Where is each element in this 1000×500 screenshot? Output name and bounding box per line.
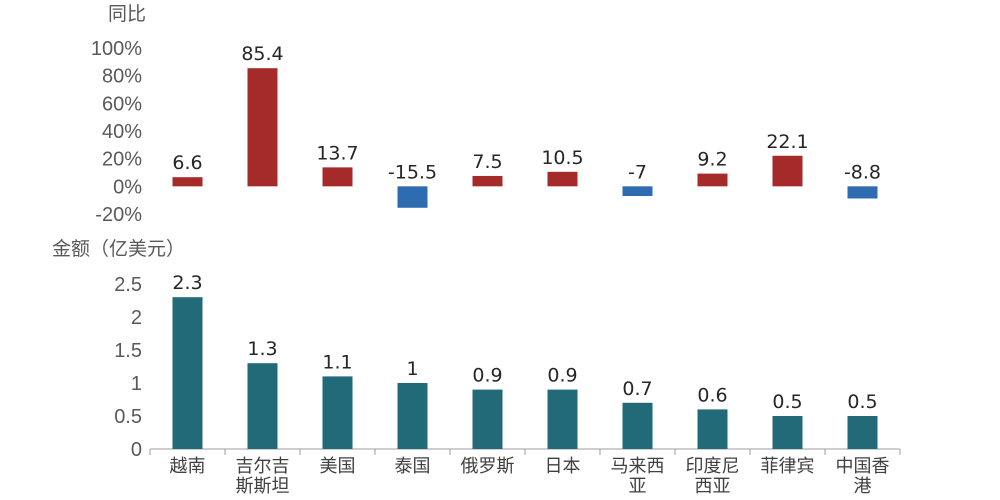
category-label: 吉尔吉斯斯坦 <box>236 456 290 497</box>
amount-bar <box>772 416 803 449</box>
yoy-data-label: -7 <box>628 161 647 183</box>
yoy-bar <box>172 177 203 187</box>
amount-data-label: 0.9 <box>472 365 502 387</box>
bottom-y-tick-label: 1 <box>131 373 142 395</box>
yoy-bar <box>697 173 728 187</box>
yoy-data-label: 6.6 <box>172 152 202 174</box>
amount-bar <box>247 363 278 449</box>
yoy-bar <box>847 186 878 199</box>
amount-data-label: 1.3 <box>247 338 277 360</box>
category-label: 泰国 <box>395 456 431 477</box>
yoy-data-label: 22.1 <box>766 131 808 153</box>
bottom-y-tick-label: 2.5 <box>114 274 142 296</box>
amount-bar <box>547 389 578 449</box>
yoy-bar <box>247 68 278 187</box>
category-label: 马来西亚 <box>611 456 665 497</box>
top-y-tick-label: 40% <box>102 121 142 143</box>
amount-bar <box>472 389 503 449</box>
amount-bar <box>697 409 728 449</box>
amount-data-label: 0.7 <box>622 378 652 400</box>
amount-data-label: 0.9 <box>547 365 577 387</box>
yoy-data-label: 85.4 <box>241 43 283 65</box>
top-y-tick-label: 20% <box>102 149 142 171</box>
top-y-tick-label: -20% <box>95 204 142 226</box>
amount-bar <box>622 402 653 449</box>
bottom-chart-ylabel: 金额（亿美元） <box>52 238 185 260</box>
amount-bar <box>397 383 428 449</box>
bottom-y-tick-label: 1.5 <box>114 340 142 362</box>
yoy-bar <box>322 167 353 187</box>
amount-data-label: 0.5 <box>847 391 877 413</box>
yoy-data-label: 9.2 <box>697 149 727 171</box>
category-label: 美国 <box>320 456 356 477</box>
yoy-data-label: 10.5 <box>541 147 583 169</box>
category-label: 印度尼西亚 <box>686 456 740 497</box>
yoy-data-label: 13.7 <box>316 142 358 164</box>
category-label: 菲律宾 <box>761 456 815 477</box>
amount-bar <box>847 416 878 449</box>
category-label: 中国香港 <box>836 456 890 497</box>
bottom-y-tick-label: 2 <box>131 307 142 329</box>
yoy-bar <box>472 175 503 187</box>
top-y-tick-label: 0% <box>113 176 142 198</box>
yoy-bar <box>622 186 653 197</box>
yoy-chart: 100% 80% 60% 40% 20% 0% -20% 6.6 85.4 13.7 -15.5 7.… <box>91 38 881 226</box>
amount-data-label: 1 <box>406 358 418 380</box>
top-y-tick-label: 80% <box>102 66 142 88</box>
yoy-bar <box>397 186 428 208</box>
amount-data-label: 2.3 <box>172 272 202 294</box>
yoy-bar <box>772 155 803 187</box>
category-label: 俄罗斯 <box>461 456 515 477</box>
amount-bar <box>172 297 203 449</box>
yoy-data-label: -15.5 <box>388 161 437 183</box>
top-chart-ylabel: 同比 <box>108 3 146 25</box>
category-label: 日本 <box>545 456 581 477</box>
top-y-tick-label: 60% <box>102 93 142 115</box>
amount-chart: 2.5 2 1.5 1 0.5 0 2.3 1.3 1.1 1 0.9 0.9 0.7 0.6 0.5 0.5… <box>114 272 901 497</box>
amount-data-label: 0.6 <box>697 384 727 406</box>
bottom-y-tick-label: 0 <box>131 439 142 461</box>
yoy-data-label: 7.5 <box>472 151 502 173</box>
amount-bar <box>322 376 353 449</box>
bottom-y-tick-label: 0.5 <box>114 406 142 428</box>
top-y-tick-label: 100% <box>91 38 142 60</box>
yoy-data-label: -8.8 <box>844 161 881 183</box>
amount-data-label: 0.5 <box>772 391 802 413</box>
category-label: 越南 <box>170 456 206 477</box>
yoy-bar <box>547 171 578 187</box>
amount-data-label: 1.1 <box>322 351 352 373</box>
